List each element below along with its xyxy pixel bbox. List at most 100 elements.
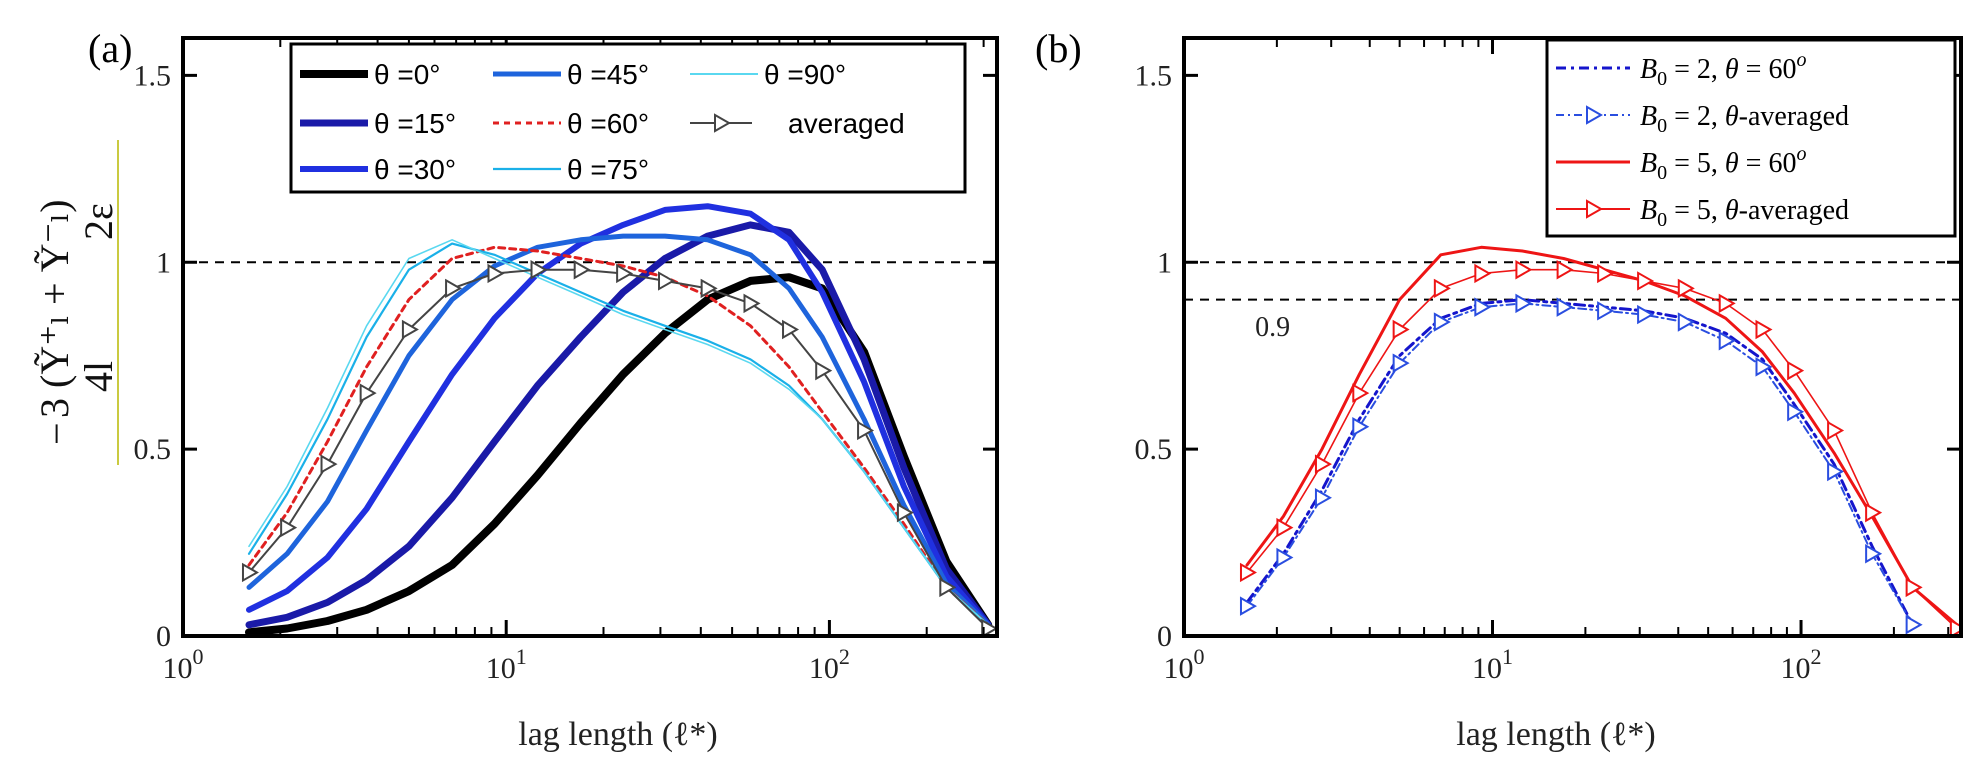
series-marker bbox=[1718, 293, 1736, 314]
panel-b-label: (b) bbox=[1035, 26, 1082, 71]
series-marker bbox=[1905, 615, 1923, 635]
series-marker bbox=[1239, 596, 1257, 616]
legend-entry-label: B0 = 2, θ-averaged bbox=[1640, 101, 1849, 137]
y-axis-label: − 3 (Ỹ⁺ₗ + Ỹ⁻ₗ) 4l 2ε bbox=[32, 140, 121, 465]
series-marker bbox=[1352, 416, 1370, 437]
series-line bbox=[246, 203, 992, 628]
series-marker bbox=[700, 278, 718, 299]
series-marker bbox=[1677, 278, 1695, 299]
plot-area-a: 0 0.5 1 1.5 100 101 102 bbox=[134, 36, 999, 685]
ylabel-denominator-right: 2ε bbox=[76, 203, 121, 240]
series-marker bbox=[658, 271, 676, 291]
legend-entry-label: θ =60° bbox=[567, 108, 649, 139]
ylabel-numerator: 3 (Ỹ⁺ₗ + Ỹ⁻ₗ) bbox=[32, 199, 77, 418]
series-marker bbox=[1276, 517, 1294, 538]
legend-entry-label: B0 = 5, θ-averaged bbox=[1640, 195, 1849, 231]
series-marker bbox=[1755, 319, 1773, 340]
x-tick-label: 102 bbox=[809, 644, 850, 685]
series-marker bbox=[1433, 278, 1451, 299]
y-tick-label: 1 bbox=[1157, 246, 1172, 279]
x-tick-label: 100 bbox=[1164, 644, 1205, 685]
series-marker bbox=[1556, 260, 1574, 280]
series-marker bbox=[1949, 618, 1961, 636]
legend-entry-label: θ =30° bbox=[374, 154, 456, 185]
legend-a: θ =0° θ =15° θ =30° θ =45° θ =60° θ =75° θ =90… bbox=[289, 42, 967, 194]
annotation-label: 0.9 bbox=[1255, 312, 1290, 343]
panel-b: (b) 0.9 0 0.5 1 1.5 100 101 102 lag length (ℓ*)… bbox=[1035, 26, 1963, 753]
series-marker bbox=[981, 618, 997, 636]
y-tick-label: 1.5 bbox=[134, 59, 172, 92]
axes-frame bbox=[1182, 36, 1963, 638]
ylabel-denominator-left: 4l bbox=[76, 361, 121, 392]
series-marker bbox=[1865, 502, 1883, 523]
legend-entry-label: θ =15° bbox=[374, 108, 456, 139]
y-tick-label: 1.5 bbox=[1135, 59, 1173, 92]
x-tick-label: 101 bbox=[1472, 644, 1513, 685]
series-marker bbox=[359, 383, 377, 403]
series-line bbox=[1245, 298, 1915, 627]
series-marker bbox=[1827, 461, 1845, 482]
series-marker bbox=[1597, 263, 1615, 284]
series-marker bbox=[1827, 420, 1845, 441]
y-tick-label: 0.5 bbox=[1135, 433, 1173, 466]
series-marker bbox=[1556, 297, 1574, 317]
series-marker bbox=[782, 319, 800, 340]
y-tick-label: 0.5 bbox=[134, 433, 172, 466]
series-marker bbox=[1239, 562, 1257, 583]
series-line bbox=[246, 233, 991, 628]
plot-area-b: 0.9 0 0.5 1 1.5 100 101 102 bbox=[1135, 36, 1963, 685]
series-line bbox=[1246, 302, 1914, 626]
series-marker bbox=[1718, 331, 1736, 351]
series-marker bbox=[939, 577, 957, 598]
series-line bbox=[1246, 268, 1958, 630]
legend-b: B0 = 2, θ = 60o B0 = 2, θ-averaged B0 = 5,… bbox=[1545, 38, 1957, 238]
series-marker bbox=[815, 360, 833, 381]
series-marker bbox=[1352, 383, 1370, 403]
series-marker bbox=[857, 420, 875, 441]
legend-entry-label: θ =45° bbox=[567, 59, 649, 90]
series-marker bbox=[1755, 357, 1773, 377]
series-marker bbox=[573, 260, 591, 280]
series-marker bbox=[445, 278, 463, 299]
series-marker bbox=[1787, 402, 1805, 422]
series-marker bbox=[1392, 319, 1410, 340]
x-axis-label-b: lag length (ℓ*) bbox=[1456, 716, 1655, 753]
series-marker bbox=[401, 319, 419, 340]
legend-box bbox=[289, 42, 967, 194]
legend-entry-label: θ =0° bbox=[374, 59, 440, 90]
legend-entry-label: averaged bbox=[788, 108, 905, 139]
series-marker bbox=[1637, 304, 1655, 325]
series-marker bbox=[1677, 312, 1695, 332]
legend-entry-label: θ =75° bbox=[567, 154, 649, 185]
legend-entry-label: B0 = 5, θ = 60o bbox=[1640, 143, 1806, 184]
series-marker bbox=[1905, 577, 1923, 598]
series-marker bbox=[616, 263, 634, 284]
series-marker bbox=[1637, 271, 1655, 291]
axes-frame bbox=[181, 36, 999, 638]
series-line bbox=[245, 221, 992, 629]
x-tick-label: 101 bbox=[486, 644, 527, 685]
ylabel-minus: − bbox=[34, 422, 79, 445]
series-marker bbox=[1314, 487, 1332, 508]
series-marker bbox=[1433, 312, 1451, 332]
series-marker bbox=[241, 562, 259, 583]
y-tick-label: 1 bbox=[156, 246, 171, 279]
series-marker bbox=[1865, 544, 1883, 564]
series-marker bbox=[487, 263, 505, 284]
legend-marker bbox=[1586, 199, 1604, 219]
series-marker bbox=[1787, 360, 1805, 381]
series-marker bbox=[896, 502, 914, 523]
series-marker bbox=[1314, 454, 1332, 474]
series-marker bbox=[530, 260, 548, 280]
legend-entry-label: θ =90° bbox=[764, 59, 846, 90]
legend-box bbox=[1545, 38, 1957, 238]
legend-marker bbox=[714, 113, 732, 133]
series-line bbox=[247, 245, 990, 627]
series-marker bbox=[1474, 263, 1492, 284]
series-marker bbox=[743, 293, 761, 314]
series-line bbox=[248, 239, 989, 626]
x-axis-label-a: lag length (ℓ*) bbox=[518, 716, 717, 753]
series-marker bbox=[320, 454, 338, 474]
series-marker bbox=[280, 517, 298, 538]
